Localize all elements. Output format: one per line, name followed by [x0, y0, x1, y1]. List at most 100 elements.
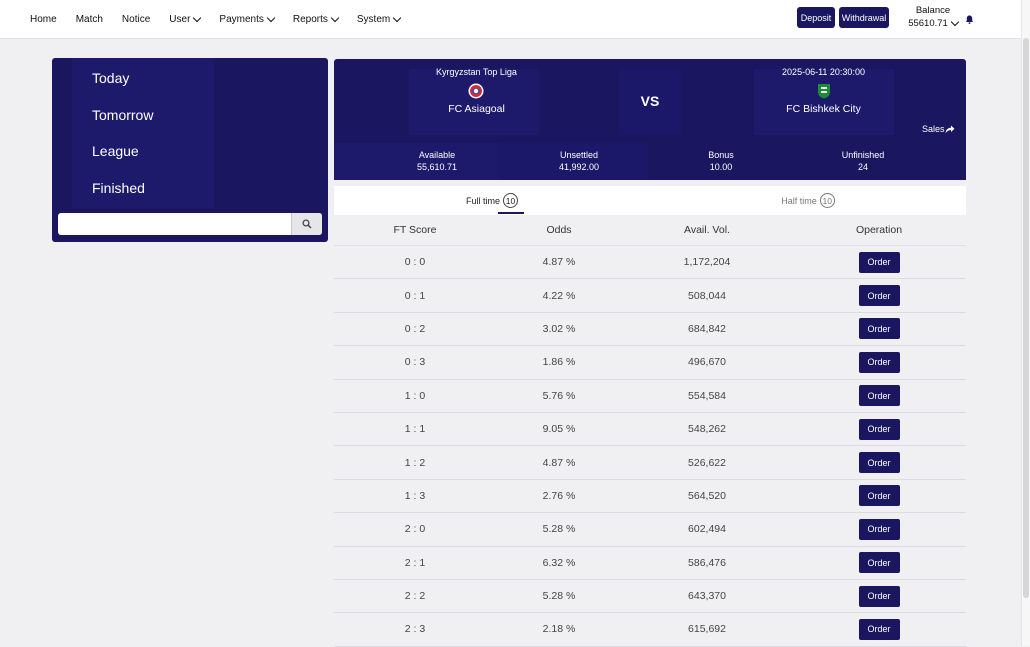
- cell-avail-vol: 548,262: [688, 423, 726, 436]
- cell-operation: Order: [792, 585, 966, 607]
- table-row: 2 : 0 5.28 % 602,494 Order: [334, 513, 966, 547]
- cell-score: 2 : 3: [404, 623, 426, 636]
- cell-operation: Order: [792, 318, 966, 340]
- cell-operation: Order: [792, 385, 966, 407]
- time-tabs: Full time 10 Half time 10: [334, 186, 966, 215]
- cell-odds: 4.87 %: [542, 456, 576, 469]
- header-operation: Operation: [855, 224, 903, 236]
- vs-label: VS: [640, 93, 660, 109]
- cell-operation: Order: [792, 452, 966, 474]
- cell-operation: Order: [792, 518, 966, 540]
- cell-score: 0 : 3: [404, 356, 426, 369]
- header-avail-vol: Avail. Vol.: [684, 224, 730, 236]
- cell-odds: 2.76 %: [542, 489, 576, 502]
- page-scrollbar[interactable]: [1021, 0, 1030, 646]
- filter-league[interactable]: League: [92, 143, 139, 159]
- order-button[interactable]: Order: [858, 385, 900, 407]
- order-button[interactable]: Order: [858, 285, 900, 307]
- tab-half-time[interactable]: Half time 10: [650, 186, 966, 215]
- table-body: 0 : 0 4.87 % 1,172,204 Order 0 : 1 4.22 % 508,…: [334, 246, 966, 647]
- search-icon: [302, 219, 312, 229]
- top-navbar: Home Match Notice User Payments Reports …: [0, 0, 1030, 39]
- cell-score: 2 : 2: [404, 590, 426, 603]
- cell-operation: Order: [792, 618, 966, 640]
- score-odds-table: FT Score Odds Avail. Vol. Operation 0 : …: [334, 215, 966, 647]
- away-team-bg: [754, 69, 894, 135]
- share-arrow-icon: [945, 125, 955, 133]
- order-button[interactable]: Order: [858, 452, 900, 474]
- stat-bg-available: [334, 143, 498, 180]
- table-row: 1 : 0 5.76 % 554,584 Order: [334, 380, 966, 413]
- chevron-down-icon: [392, 13, 402, 22]
- search-button[interactable]: [291, 213, 322, 235]
- cell-score: 0 : 1: [404, 289, 426, 302]
- header-odds: Odds: [546, 224, 572, 236]
- deposit-button[interactable]: Deposit: [797, 7, 835, 28]
- nav-match[interactable]: Match: [75, 13, 103, 25]
- search-box: [58, 213, 322, 235]
- tab-count-badge: 10: [819, 193, 835, 208]
- active-tab-indicator: [498, 212, 524, 214]
- cell-avail-vol: 554,584: [688, 389, 726, 402]
- cell-operation: Order: [792, 552, 966, 574]
- stat-bg-unsettled: [498, 143, 648, 180]
- order-button[interactable]: Order: [858, 585, 900, 607]
- order-button[interactable]: Order: [858, 485, 900, 507]
- table-row: 1 : 1 9.05 % 548,262 Order: [334, 413, 966, 447]
- bell-icon[interactable]: [965, 15, 974, 24]
- stat-bonus: Bonus 10.00: [708, 150, 734, 172]
- table-row: 2 : 1 6.32 % 586,476 Order: [334, 547, 966, 580]
- match-datetime: 2025-06-11 20:30:00: [782, 67, 865, 77]
- home-team-bg: [409, 69, 539, 135]
- cell-avail-vol: 526,622: [688, 456, 726, 469]
- order-button[interactable]: Order: [858, 552, 900, 574]
- nav-user[interactable]: User: [169, 13, 202, 25]
- away-team-logo: [818, 84, 830, 99]
- cell-score: 1 : 2: [404, 456, 426, 469]
- cell-avail-vol: 508,044: [688, 289, 726, 302]
- tab-full-time[interactable]: Full time 10: [334, 186, 650, 215]
- cell-score: 1 : 1: [404, 423, 426, 436]
- cell-avail-vol: 602,494: [688, 523, 726, 536]
- table-row: 1 : 2 4.87 % 526,622 Order: [334, 446, 966, 480]
- order-button[interactable]: Order: [858, 318, 900, 340]
- order-button[interactable]: Order: [858, 618, 900, 640]
- order-button[interactable]: Order: [858, 418, 900, 440]
- home-team-name[interactable]: FC Asiagoal: [448, 103, 505, 115]
- balance-value: 55610.71: [908, 18, 948, 29]
- nav-system[interactable]: System: [357, 13, 402, 25]
- cell-odds: 5.28 %: [542, 590, 576, 603]
- sales-link[interactable]: Sales: [922, 124, 955, 134]
- table-row: 0 : 0 4.87 % 1,172,204 Order: [334, 246, 966, 280]
- order-button[interactable]: Order: [858, 518, 900, 540]
- cell-odds: 5.28 %: [542, 523, 576, 536]
- tab-count-badge: 10: [503, 193, 518, 208]
- cell-odds: 4.22 %: [542, 289, 576, 302]
- cell-operation: Order: [792, 351, 966, 373]
- table-row: 2 : 3 2.18 % 615,692 Order: [334, 613, 966, 647]
- order-button[interactable]: Order: [858, 351, 900, 373]
- cell-score: 2 : 1: [404, 556, 426, 569]
- order-button[interactable]: Order: [858, 251, 900, 273]
- cell-avail-vol: 586,476: [688, 556, 726, 569]
- balance-dropdown[interactable]: Balance 55610.71: [904, 4, 962, 30]
- search-input[interactable]: [58, 213, 292, 235]
- away-team-name[interactable]: FC Bishkek City: [786, 103, 861, 115]
- table-row: 2 : 2 5.28 % 643,370 Order: [334, 580, 966, 614]
- nav-payments[interactable]: Payments: [219, 13, 276, 25]
- nav-reports[interactable]: Reports: [293, 13, 340, 25]
- filter-finished[interactable]: Finished: [92, 180, 145, 196]
- scrollbar-thumb[interactable]: [1023, 38, 1029, 598]
- vs-bg: [619, 69, 681, 135]
- cell-odds: 4.87 %: [542, 256, 576, 269]
- chevron-down-icon: [950, 17, 960, 27]
- cell-avail-vol: 684,842: [688, 322, 726, 335]
- nav-home[interactable]: Home: [30, 13, 57, 25]
- table-row: 0 : 2 3.02 % 684,842 Order: [334, 313, 966, 347]
- withdrawal-button[interactable]: Withdrawal: [839, 7, 889, 28]
- filter-tomorrow[interactable]: Tomorrow: [92, 107, 154, 123]
- cell-odds: 5.76 %: [542, 389, 576, 402]
- filter-today[interactable]: Today: [92, 70, 130, 86]
- match-filter-panel: Today Tomorrow League Finished: [52, 58, 328, 242]
- nav-notice[interactable]: Notice: [121, 13, 151, 25]
